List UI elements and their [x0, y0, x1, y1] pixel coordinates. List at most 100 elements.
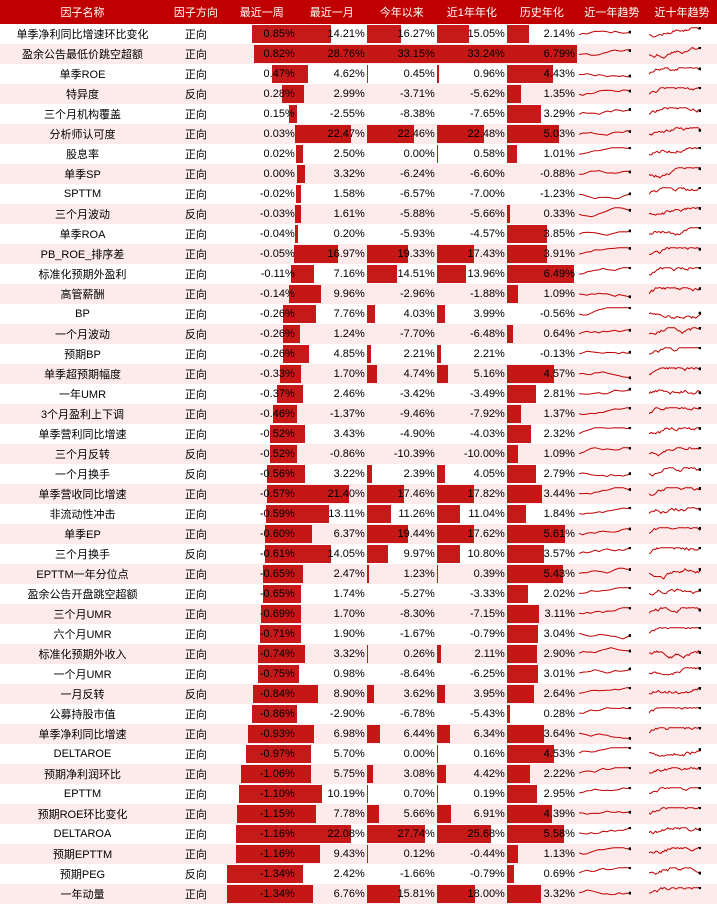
trend-1y	[577, 804, 647, 824]
factor-direction: 正向	[165, 704, 227, 724]
value-cell: 5.70%	[297, 744, 367, 764]
factor-name: 单季超预期幅度	[0, 364, 165, 384]
factor-direction: 正向	[165, 604, 227, 624]
factor-direction: 正向	[165, 484, 227, 504]
value-cell: 28.76%	[297, 44, 367, 64]
table-row: 单季营利同比增速正向-0.52%3.43%-4.90%-4.03%2.32%	[0, 424, 717, 444]
factor-name: 公募持股市值	[0, 704, 165, 724]
value-cell: -9.46%	[367, 404, 437, 424]
value-cell: -0.79%	[437, 624, 507, 644]
value-cell: -0.52%	[227, 424, 297, 444]
value-cell: -0.13%	[507, 344, 577, 364]
value-cell: 21.40%	[297, 484, 367, 504]
factor-name: 三个月UMR	[0, 604, 165, 624]
value-cell: -6.57%	[367, 184, 437, 204]
trend-1y	[577, 684, 647, 704]
factor-direction: 正向	[165, 44, 227, 64]
factor-table: 因子名称因子方向最近一周最近一月今年以来近1年年化历史年化近一年趋势近十年趋势 …	[0, 0, 717, 904]
value-cell: 1.24%	[297, 324, 367, 344]
factor-name: 预期净利润环比	[0, 764, 165, 784]
value-cell: 2.11%	[437, 644, 507, 664]
value-cell: 2.99%	[297, 84, 367, 104]
value-cell: -1.10%	[227, 784, 297, 804]
value-cell: -0.97%	[227, 744, 297, 764]
value-cell: 14.21%	[297, 24, 367, 44]
value-cell: -0.03%	[227, 204, 297, 224]
value-cell: 0.64%	[507, 324, 577, 344]
table-row: 三个月反转反向-0.52%-0.86%-10.39%-10.00%1.09%	[0, 444, 717, 464]
value-cell: -5.93%	[367, 224, 437, 244]
value-cell: 2.50%	[297, 144, 367, 164]
table-row: 公募持股市值正向-0.86%-2.90%-6.78%-5.43%0.28%	[0, 704, 717, 724]
factor-direction: 正向	[165, 804, 227, 824]
factor-name: 单季ROA	[0, 224, 165, 244]
trend-10y	[647, 144, 717, 164]
value-cell: -5.43%	[437, 704, 507, 724]
value-cell: 3.43%	[297, 424, 367, 444]
trend-1y	[577, 864, 647, 884]
trend-1y	[577, 784, 647, 804]
value-cell: 3.85%	[507, 224, 577, 244]
value-cell: 2.42%	[297, 864, 367, 884]
value-cell: 1.84%	[507, 504, 577, 524]
trend-1y	[577, 604, 647, 624]
factor-direction: 正向	[165, 764, 227, 784]
trend-10y	[647, 704, 717, 724]
factor-name: 非流动性冲击	[0, 504, 165, 524]
value-cell: 0.98%	[297, 664, 367, 684]
factor-name: 预期PEG	[0, 864, 165, 884]
value-cell: 15.81%	[367, 884, 437, 904]
factor-direction: 正向	[165, 164, 227, 184]
factor-name: 六个月UMR	[0, 624, 165, 644]
value-cell: 10.19%	[297, 784, 367, 804]
trend-10y	[647, 104, 717, 124]
trend-1y	[577, 24, 647, 44]
trend-1y	[577, 324, 647, 344]
value-cell: 0.47%	[227, 64, 297, 84]
value-cell: -0.65%	[227, 564, 297, 584]
factor-name: 一月反转	[0, 684, 165, 704]
factor-direction: 正向	[165, 384, 227, 404]
trend-10y	[647, 24, 717, 44]
value-cell: -1.34%	[227, 864, 297, 884]
trend-1y	[577, 564, 647, 584]
table-row: 高管薪酬正向-0.14%9.96%-2.96%-1.88%1.09%	[0, 284, 717, 304]
value-cell: -1.16%	[227, 844, 297, 864]
col-header: 因子方向	[165, 0, 227, 24]
factor-name: 一年动量	[0, 884, 165, 904]
value-cell: 0.26%	[367, 644, 437, 664]
trend-10y	[647, 464, 717, 484]
factor-direction: 正向	[165, 424, 227, 444]
factor-direction: 反向	[165, 464, 227, 484]
table-row: 分析师认可度正向0.03%22.47%22.46%22.48%5.03%	[0, 124, 717, 144]
value-cell: 4.43%	[507, 64, 577, 84]
table-row: 单季净利同比增速正向-0.93%6.98%6.44%6.34%3.64%	[0, 724, 717, 744]
value-cell: 1.35%	[507, 84, 577, 104]
trend-10y	[647, 164, 717, 184]
table-row: 非流动性冲击正向-0.59%13.11%11.26%11.04%1.84%	[0, 504, 717, 524]
value-cell: 7.76%	[297, 304, 367, 324]
trend-1y	[577, 524, 647, 544]
value-cell: -1.06%	[227, 764, 297, 784]
factor-direction: 正向	[165, 304, 227, 324]
value-cell: 5.03%	[507, 124, 577, 144]
trend-1y	[577, 304, 647, 324]
value-cell: -0.57%	[227, 484, 297, 504]
factor-name: 盈余公告最低价跳空超额	[0, 44, 165, 64]
value-cell: 0.19%	[437, 784, 507, 804]
value-cell: 2.02%	[507, 584, 577, 604]
trend-1y	[577, 704, 647, 724]
value-cell: 0.33%	[507, 204, 577, 224]
trend-1y	[577, 124, 647, 144]
value-cell: 1.37%	[507, 404, 577, 424]
factor-direction: 反向	[165, 204, 227, 224]
value-cell: 8.90%	[297, 684, 367, 704]
value-cell: -3.49%	[437, 384, 507, 404]
value-cell: 4.62%	[297, 64, 367, 84]
value-cell: -10.00%	[437, 444, 507, 464]
factor-direction: 正向	[165, 184, 227, 204]
trend-1y	[577, 264, 647, 284]
trend-1y	[577, 224, 647, 244]
value-cell: -0.74%	[227, 644, 297, 664]
value-cell: -0.26%	[227, 304, 297, 324]
